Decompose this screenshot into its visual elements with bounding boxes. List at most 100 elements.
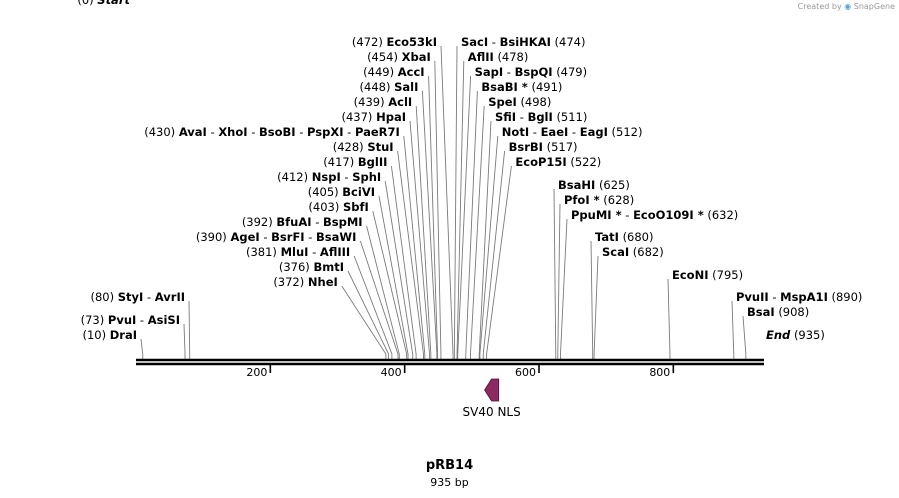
site-label[interactable]: ScaI (682) <box>602 245 664 259</box>
site-label[interactable]: SfiI - BglI (511) <box>495 110 587 124</box>
enzyme-name: MspA1I <box>780 290 828 304</box>
site-position: (479) <box>556 65 587 79</box>
site-leader-line <box>347 270 389 359</box>
snapgene-credit: Created by ◉ SnapGene <box>798 2 895 11</box>
site-position: (0) <box>77 0 93 7</box>
site-position: (908) <box>778 305 809 319</box>
site-leader-line <box>372 210 408 359</box>
site-position: (449) <box>363 65 394 79</box>
site-label[interactable]: PpuMI * - EcoO109I * (632) <box>571 208 738 222</box>
site-label[interactable]: (0) Start <box>77 0 130 7</box>
site-label[interactable]: (405) BciVI <box>308 185 375 199</box>
site-leader-line <box>409 120 430 359</box>
enzyme-name: BsoBI <box>259 125 296 139</box>
enzyme-name: BspMI <box>323 215 363 229</box>
site-label[interactable]: (448) SalI <box>360 80 419 94</box>
site-label[interactable]: NotI - EaeI - EagI (512) <box>502 125 643 139</box>
site-position: (381) <box>246 245 277 259</box>
site-leader-line <box>390 165 417 359</box>
site-position: (448) <box>360 80 391 94</box>
site-label[interactable]: End (935) <box>766 328 825 342</box>
site-label[interactable]: (372) NheI <box>273 275 337 289</box>
site-label[interactable]: SacI - BsiHKAI (474) <box>461 35 585 49</box>
site-leader-line <box>667 278 671 359</box>
site-label[interactable]: (80) StyI - AvrII <box>90 290 185 304</box>
site-label[interactable]: BsaHI (625) <box>558 178 630 192</box>
site-label[interactable]: BsrBI (517) <box>509 140 578 154</box>
site-label[interactable]: (403) SbfI <box>308 200 368 214</box>
site-label[interactable]: BsaBI * (491) <box>481 80 562 94</box>
site-leader-line <box>731 300 735 359</box>
enzyme-name: BglII <box>358 155 388 169</box>
enzyme-name: StuI <box>367 140 393 154</box>
credit-prefix: Created by <box>797 2 842 11</box>
site-leader-line <box>359 240 399 359</box>
site-position: (80) <box>90 290 114 304</box>
enzyme-name: AgeI <box>230 230 259 244</box>
site-label[interactable]: (449) AccI <box>363 65 424 79</box>
site-label[interactable]: EcoNI (795) <box>672 268 743 282</box>
site-label[interactable]: (73) PvuI - AsiSI <box>81 313 180 327</box>
enzyme-name: EcoNI <box>672 268 708 282</box>
site-position: (474) <box>555 35 586 49</box>
credit-brand: SnapGene <box>853 2 895 11</box>
site-label[interactable]: (381) MluI - AflIII <box>246 245 350 259</box>
site-position: (935) <box>794 328 825 342</box>
site-leader-line <box>397 150 424 359</box>
site-leader-line <box>140 338 144 359</box>
enzyme-name: AflIII <box>320 245 350 259</box>
snapgene-logo-icon: ◉ <box>844 2 852 11</box>
site-label[interactable]: (439) AclI <box>354 95 413 109</box>
site-label[interactable]: SapI - BspQI (479) <box>475 65 588 79</box>
enzyme-name: AvaI <box>179 125 207 139</box>
site-label[interactable]: TatI (680) <box>595 230 654 244</box>
enzyme-name: BsaI <box>747 305 775 319</box>
site-label[interactable]: (10) DraI <box>82 328 137 342</box>
site-position: (412) <box>277 170 308 184</box>
site-position: (417) <box>323 155 354 169</box>
enzyme-name: EaeI <box>541 125 569 139</box>
enzyme-name: XbaI <box>402 50 431 64</box>
site-label[interactable]: (437) HpaI <box>342 110 407 124</box>
enzyme-name: TatI <box>595 230 619 244</box>
site-label[interactable]: (417) BglII <box>323 155 387 169</box>
site-leader-line <box>353 255 393 359</box>
site-label[interactable]: BsaI (908) <box>747 305 809 319</box>
site-label[interactable]: PvuII - MspA1I (890) <box>736 290 862 304</box>
enzyme-name: PpuMI * <box>571 208 622 222</box>
site-label[interactable]: (390) AgeI - BsrFI - BsaWI <box>196 230 357 244</box>
site-label[interactable]: (472) Eco53kI <box>352 35 437 49</box>
site-label[interactable]: (412) NspI - SphI <box>277 170 381 184</box>
site-leader-line <box>465 90 478 359</box>
enzyme-name: BsrFI <box>271 230 304 244</box>
site-position: (522) <box>570 155 601 169</box>
site-leader-line <box>188 300 191 359</box>
plasmid-length: 935 bp <box>430 476 469 489</box>
sv40-nls-feature-arrow[interactable] <box>484 378 500 402</box>
enzyme-name: BfuAI <box>276 215 311 229</box>
axis-ticks: 200 400 600 800 <box>246 365 675 379</box>
site-leader-line <box>378 195 409 359</box>
site-label[interactable]: (392) BfuAI - BspMI <box>242 215 363 229</box>
enzyme-name: PfoI * <box>564 193 600 207</box>
enzyme-name: StyI <box>118 290 144 304</box>
site-position: (625) <box>599 178 630 192</box>
site-label[interactable]: (428) StuI <box>333 140 394 154</box>
site-leader-line <box>453 45 458 359</box>
site-label[interactable]: (376) BmtI <box>279 260 344 274</box>
site-labels: (0) Start (10) DraI(73) PvuI - AsiSI (80) … <box>77 0 862 342</box>
site-leader-line <box>183 323 186 359</box>
site-position: (390) <box>196 230 227 244</box>
site-label[interactable]: (430) AvaI - XhoI - BsoBI - PspXI - PaeR… <box>144 125 400 139</box>
site-label[interactable]: AflII (478) <box>468 50 529 64</box>
site-leader-line <box>415 105 432 359</box>
enzyme-name: End <box>766 328 791 342</box>
site-label[interactable]: PfoI * (628) <box>564 193 634 207</box>
site-leader-line <box>456 60 465 359</box>
backbone <box>136 358 764 366</box>
enzyme-name: SapI <box>475 65 504 79</box>
site-leader-line <box>590 240 594 359</box>
site-label[interactable]: SpeI (498) <box>488 95 551 109</box>
site-label[interactable]: EcoP15I (522) <box>515 155 601 169</box>
site-label[interactable]: (454) XbaI <box>367 50 431 64</box>
